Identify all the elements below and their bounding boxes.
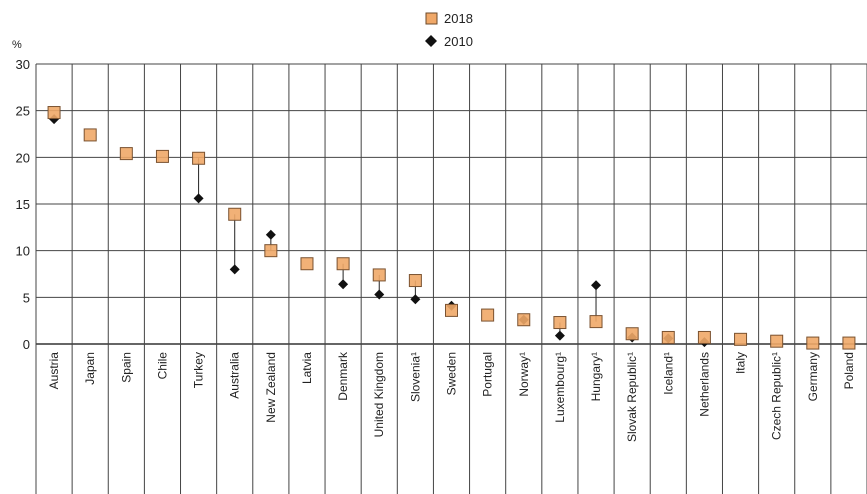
x-axis: Austria Japan Spain Chile Turkey Australia New… xyxy=(47,351,856,442)
x-tick-label: Latvia xyxy=(300,352,314,384)
x-tick-label: Austria xyxy=(47,352,61,390)
y-tick-label: 10 xyxy=(16,244,30,259)
legend-label-2018: 2018 xyxy=(444,11,473,26)
point-2018 xyxy=(625,327,639,341)
point-2018 xyxy=(842,336,856,350)
y-tick-label: 30 xyxy=(16,57,30,72)
legend: 2018 2010 xyxy=(425,11,473,49)
y-tick-label: 20 xyxy=(16,150,30,165)
point-2018 xyxy=(408,274,422,288)
point-2010 xyxy=(265,229,276,240)
point-2018 xyxy=(119,147,133,161)
y-axis: 0 5 10 15 20 25 30 xyxy=(16,57,30,352)
x-tick-label: Hungary¹ xyxy=(589,352,603,401)
legend-marker-2010 xyxy=(425,35,437,47)
x-tick-label: Denmark xyxy=(336,351,350,401)
point-2018 xyxy=(47,106,61,120)
point-2018 xyxy=(517,313,531,327)
x-tick-label: Iceland¹ xyxy=(661,352,675,395)
point-2010 xyxy=(229,264,240,275)
series-2018 xyxy=(47,106,856,350)
point-2018 xyxy=(336,257,350,271)
point-2010 xyxy=(374,289,385,300)
point-2018 xyxy=(481,308,495,322)
series-2010 xyxy=(49,114,710,348)
point-2010 xyxy=(338,279,349,290)
x-tick-label: Norway¹ xyxy=(517,352,531,397)
x-tick-label: Slovak Republic¹ xyxy=(625,352,639,442)
x-tick-label: Japan xyxy=(83,352,97,385)
point-2018 xyxy=(806,336,820,350)
point-2018 xyxy=(83,128,97,142)
point-2018 xyxy=(589,315,603,329)
x-tick-label: Czech Republic¹ xyxy=(770,352,784,440)
point-2010 xyxy=(591,280,602,291)
y-tick-label: 25 xyxy=(16,104,30,119)
x-tick-label: Germany xyxy=(806,352,820,401)
point-2018 xyxy=(445,303,458,317)
point-2018 xyxy=(734,332,748,346)
x-tick-label: Spain xyxy=(119,352,133,383)
x-tick-label: Poland xyxy=(842,352,856,389)
x-tick-label: Sweden xyxy=(445,352,459,395)
point-2010 xyxy=(193,193,204,204)
point-2018 xyxy=(264,244,278,258)
x-tick-label: New Zealand xyxy=(264,352,278,423)
point-2018 xyxy=(372,268,386,282)
point-2018 xyxy=(553,316,567,330)
x-tick-label: Italy xyxy=(734,352,748,374)
x-tick-label: Netherlands xyxy=(697,352,711,417)
x-tick-label: Luxembourg¹ xyxy=(553,352,567,423)
point-2018 xyxy=(661,330,675,344)
point-2018 xyxy=(300,257,314,271)
x-tick-label: Portugal xyxy=(481,352,495,397)
y-axis-label: % xyxy=(12,39,22,51)
x-tick-label: Slovenia¹ xyxy=(408,352,422,402)
y-tick-label: 0 xyxy=(23,337,30,352)
point-2018 xyxy=(770,334,784,348)
point-2018 xyxy=(697,330,711,344)
y-tick-label: 5 xyxy=(23,290,30,305)
legend-label-2010: 2010 xyxy=(444,34,473,49)
x-tick-label: United Kingdom xyxy=(372,352,386,437)
legend-marker-2018 xyxy=(425,12,438,25)
x-tick-label: Australia xyxy=(228,352,242,399)
point-2018 xyxy=(228,207,242,221)
point-2010 xyxy=(410,294,421,305)
y-tick-label: 15 xyxy=(16,197,30,212)
point-2018 xyxy=(192,151,206,165)
x-tick-label: Chile xyxy=(155,352,169,380)
x-tick-label: Turkey xyxy=(192,352,206,388)
grid xyxy=(35,63,867,494)
point-2018 xyxy=(155,149,169,163)
point-2010 xyxy=(554,330,565,341)
